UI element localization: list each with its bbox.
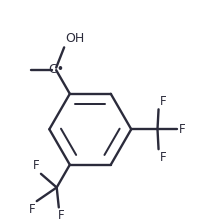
Text: C•: C• [48,62,64,76]
Text: F: F [29,203,36,216]
Text: F: F [160,151,166,164]
Text: F: F [58,209,64,222]
Text: OH: OH [65,32,84,45]
Text: F: F [33,159,40,172]
Text: F: F [178,123,185,136]
Text: F: F [160,95,166,108]
